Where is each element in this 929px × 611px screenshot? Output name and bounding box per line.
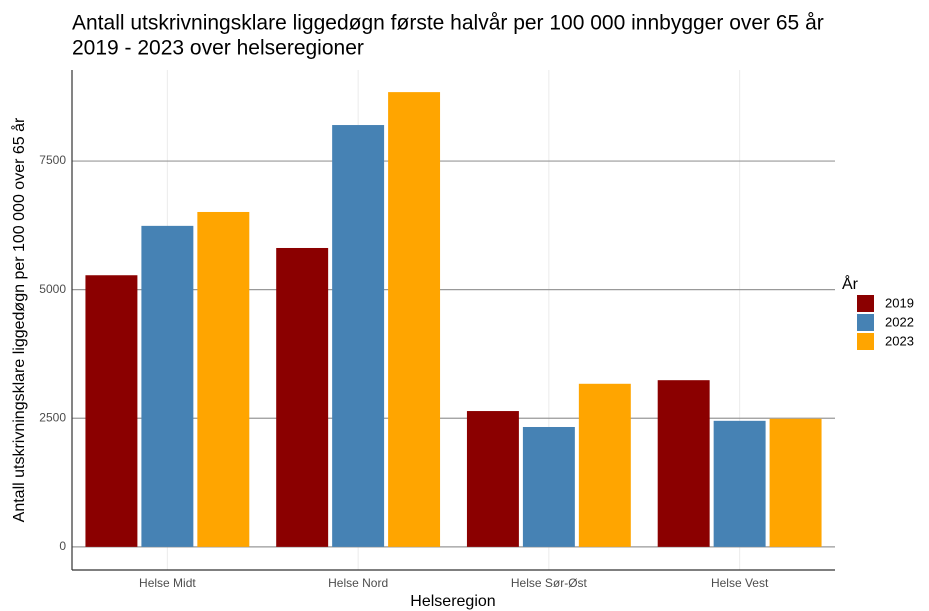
bar [388, 92, 441, 547]
y-tick-label: 0 [59, 539, 66, 553]
chart-title: Antall utskrivningsklare liggedøgn først… [72, 12, 824, 35]
legend-label: 2023 [885, 333, 914, 348]
x-tick-label: Helse Midt [139, 576, 196, 590]
y-tick-label: 2500 [39, 410, 66, 424]
y-tick-label: 5000 [39, 282, 66, 296]
bar [713, 420, 766, 547]
x-tick-label: Helse Vest [711, 576, 769, 590]
bar [141, 225, 194, 547]
legend-label: 2022 [885, 314, 914, 329]
legend-label: 2019 [885, 295, 914, 310]
x-tick-label: Helse Nord [328, 576, 388, 590]
bar [578, 383, 631, 547]
chart-title: 2019 - 2023 over helseregioner [72, 37, 364, 60]
x-axis-label: Helseregion [410, 593, 495, 610]
bar [769, 418, 822, 547]
legend-swatch [857, 333, 874, 350]
bar [197, 211, 250, 547]
bar [276, 247, 329, 547]
y-tick-label: 7500 [39, 153, 66, 167]
legend-swatch [857, 295, 874, 312]
bar [332, 125, 385, 547]
bar [657, 380, 710, 547]
legend-title: År [842, 274, 859, 293]
x-tick-label: Helse Sør-Øst [511, 576, 588, 590]
legend-swatch [857, 314, 874, 331]
bar [466, 411, 519, 547]
y-axis-label: Antall utskrivningsklare liggedøgn per 1… [10, 117, 28, 522]
bar [85, 275, 138, 547]
bar [522, 426, 575, 547]
